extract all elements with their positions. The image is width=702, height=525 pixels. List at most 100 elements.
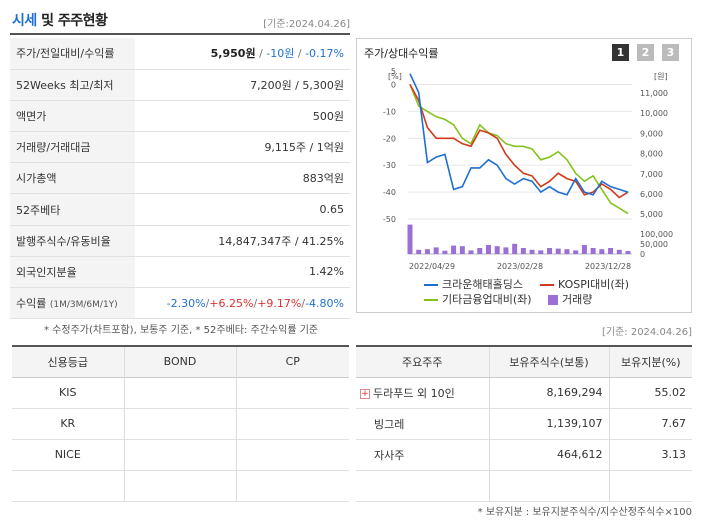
volume-bar xyxy=(477,248,483,254)
expand-icon[interactable]: + xyxy=(360,388,370,399)
right-axis-unit: [원] xyxy=(654,72,668,81)
volume-bar xyxy=(503,247,509,254)
agency-cell: KIS xyxy=(12,377,125,409)
column-header: 주요주주 xyxy=(356,345,490,378)
table-header-row: 신용등급 BOND CP xyxy=(12,345,349,378)
left-tick-label: -10 xyxy=(383,107,396,116)
chart-page-2-button[interactable]: 2 xyxy=(637,44,654,61)
row-label: 수익률 (1M/3M/6M/1Y) xyxy=(10,287,135,320)
bond-cell xyxy=(124,408,237,440)
x-tick-label: 2023/02/28 xyxy=(497,262,543,271)
footnote: * 보유지분 : 보유지분주식수/지수산정주식수×100 xyxy=(477,507,692,518)
price-info-table: 주가/전일대비/수익률 5,950원 / -10원 / -0.17% 52Wee… xyxy=(10,38,350,320)
row-value: 500원 xyxy=(135,100,350,133)
cp-cell xyxy=(236,408,349,440)
row-value: 9,115주 / 1억원 xyxy=(135,131,350,164)
volume-bar xyxy=(451,245,457,254)
holder-name-cell: 빙그레 xyxy=(356,408,490,440)
right-tick-label: 7,000 xyxy=(640,170,663,179)
table-row: 주가/전일대비/수익률 5,950원 / -10원 / -0.17% xyxy=(10,38,350,70)
pct-cell: 3.13 xyxy=(609,439,692,471)
table-row: KR xyxy=(12,408,349,440)
volume-bar xyxy=(468,250,474,254)
row-value: 7,200원 / 5,300원 xyxy=(135,69,350,101)
legend-item: 크라운해태홀딩스 xyxy=(424,276,523,292)
volume-bar xyxy=(564,249,570,254)
column-header: 신용등급 xyxy=(12,345,125,378)
chart-page-3-button[interactable]: 3 xyxy=(662,44,679,61)
credit-rating-table: 신용등급 BOND CP KIS KR NICE xyxy=(12,345,349,502)
legend-item: KOSPI대비(좌) xyxy=(540,276,629,292)
row-label: 시가총액 xyxy=(10,162,135,195)
left-tick-label: -50 xyxy=(383,215,396,224)
column-header: CP xyxy=(236,345,349,378)
table-row: 외국인지분율 1.42% xyxy=(10,256,350,289)
shares-cell: 464,612 xyxy=(489,439,610,471)
header-divider xyxy=(10,33,350,35)
volume-bar xyxy=(590,248,596,254)
row-label: 52주베타 xyxy=(10,193,135,226)
volume-bar xyxy=(494,246,500,254)
table-row: + 두라푸드 외 10인 8,169,294 55.02 xyxy=(356,377,692,409)
right-tick-label: 5,000 xyxy=(640,210,663,219)
reference-date: [기준: 2024.04.26] xyxy=(601,327,692,338)
row-value: 14,847,347주 / 41.25% xyxy=(135,225,350,257)
chart-page-1-button[interactable]: 1 xyxy=(612,44,629,61)
row-label: 주가/전일대비/수익률 xyxy=(10,38,135,70)
section-title: 시세 및 주주현황 xyxy=(12,13,108,29)
table-row: 52주베타 0.65 xyxy=(10,193,350,226)
volume-bar xyxy=(581,245,587,254)
agency-cell: NICE xyxy=(12,439,125,471)
volume-tick-label: 0 xyxy=(640,250,645,259)
volume-bar xyxy=(529,249,535,254)
right-tick-label: 11,000 xyxy=(640,89,668,98)
bond-cell xyxy=(124,470,237,502)
holder-name: 두라푸드 외 10인 xyxy=(373,386,455,400)
column-header: 보유지분(%) xyxy=(609,345,692,378)
right-tick-label: 9,000 xyxy=(640,129,663,138)
column-header: BOND xyxy=(124,345,237,378)
shares-cell: 8,169,294 xyxy=(489,377,610,409)
volume-bar xyxy=(485,245,491,254)
row-label: 액면가 xyxy=(10,100,135,133)
row-label: 거래량/거래대금 xyxy=(10,131,135,164)
right-tick-label: 6,000 xyxy=(640,190,663,199)
row-label: 외국인지분율 xyxy=(10,256,135,289)
table-row: KIS xyxy=(12,377,349,409)
volume-bar xyxy=(442,250,448,254)
volume-tick-label: 50,000 xyxy=(640,240,668,249)
row-value: 0.65 xyxy=(135,193,350,226)
holder-name-cell: 자사주 xyxy=(356,439,490,471)
left-axis-unit: [%] xyxy=(388,72,402,81)
volume-bar xyxy=(573,250,579,254)
x-tick-label: 2022/04/29 xyxy=(409,262,455,271)
volume-bar xyxy=(416,249,422,254)
legend-swatch xyxy=(424,299,438,301)
reference-date: [기준:2024.04.26] xyxy=(263,19,350,30)
table-row: 시가총액 883억원 xyxy=(10,162,350,195)
volume-bar xyxy=(547,248,553,254)
cp-cell xyxy=(236,439,349,471)
series-line xyxy=(409,84,629,215)
table-row: 발행주식수/유동비율 14,847,347주 / 41.25% xyxy=(10,225,350,257)
volume-bar xyxy=(599,249,605,254)
row-value: 5,950원 / -10원 / -0.17% xyxy=(135,38,350,70)
right-tick-label: 10,000 xyxy=(640,109,668,118)
row-value: 883억원 xyxy=(135,162,350,195)
cp-cell xyxy=(236,377,349,409)
shares-cell: 1,139,107 xyxy=(489,408,610,440)
left-tick-label: 5 xyxy=(391,67,396,76)
row-value: 1.42% xyxy=(135,256,350,289)
empty-cell xyxy=(489,470,610,502)
column-header: 보유주식수(보통) xyxy=(489,345,610,378)
volume-bar xyxy=(555,248,561,254)
volume-bar xyxy=(538,250,544,254)
left-tick-label: -20 xyxy=(383,134,396,143)
volume-bar xyxy=(520,248,526,254)
row-value: -2.30%/+6.25%/+9.17%/-4.80% xyxy=(135,287,350,320)
legend-swatch xyxy=(548,295,558,305)
chart-panel xyxy=(356,38,692,313)
table-row: 수익률 (1M/3M/6M/1Y) -2.30%/+6.25%/+9.17%/-… xyxy=(10,287,350,320)
legend-swatch xyxy=(540,284,554,286)
left-tick-label: -30 xyxy=(383,161,396,170)
